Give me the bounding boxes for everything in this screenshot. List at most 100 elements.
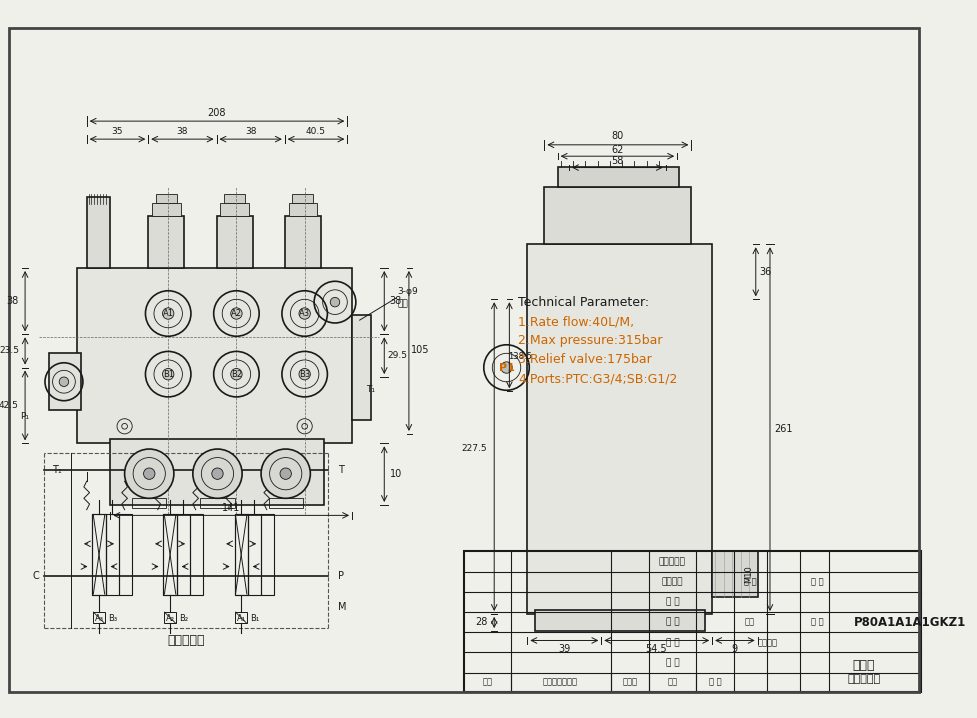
Text: Technical Parameter:: Technical Parameter:: [518, 297, 649, 309]
Text: 261: 261: [773, 424, 791, 434]
Text: B₁: B₁: [249, 614, 259, 623]
Bar: [164, 612, 176, 623]
Text: 3-φ9: 3-φ9: [397, 287, 418, 297]
Bar: [234, 514, 247, 595]
Text: 更改人: 更改人: [621, 678, 637, 686]
Circle shape: [261, 449, 310, 498]
Text: 62: 62: [611, 144, 623, 154]
Text: 设 计: 设 计: [665, 658, 678, 667]
Circle shape: [299, 368, 310, 380]
Text: 液压原理图: 液压原理图: [167, 634, 205, 647]
Text: 制 图: 制 图: [665, 638, 678, 647]
Bar: [292, 194, 313, 202]
Text: 10: 10: [389, 469, 402, 479]
Bar: [247, 514, 261, 595]
Text: P1: P1: [498, 363, 514, 373]
Bar: [284, 216, 320, 268]
Text: M: M: [337, 602, 346, 612]
Bar: [155, 194, 177, 202]
Circle shape: [162, 368, 174, 380]
Bar: [87, 197, 110, 268]
Text: 9: 9: [731, 644, 738, 654]
Bar: [527, 244, 711, 614]
Text: 42.5: 42.5: [0, 401, 19, 410]
Bar: [163, 514, 177, 595]
Bar: [49, 353, 81, 410]
Text: 29.5: 29.5: [387, 350, 407, 360]
Bar: [200, 498, 234, 508]
Text: 28: 28: [475, 617, 488, 628]
Bar: [711, 551, 757, 597]
Text: A3: A3: [299, 309, 310, 318]
Text: 比 例: 比 例: [810, 617, 823, 627]
Text: 54.5: 54.5: [645, 644, 666, 654]
Text: 227.5: 227.5: [461, 444, 487, 452]
Text: A1: A1: [162, 309, 174, 318]
Text: T: T: [337, 465, 343, 475]
Text: 标准化检查: 标准化检查: [658, 557, 685, 566]
Text: 更改内容或原因: 更改内容或原因: [542, 678, 577, 686]
Circle shape: [299, 308, 310, 320]
Circle shape: [124, 449, 174, 498]
Bar: [261, 514, 275, 595]
Text: 多路阀: 多路阀: [852, 658, 874, 671]
Text: T₁: T₁: [52, 465, 62, 475]
Circle shape: [279, 468, 291, 480]
Text: 36: 36: [758, 267, 771, 277]
Text: 208: 208: [207, 108, 226, 118]
Bar: [92, 514, 106, 595]
Text: A₃: A₃: [95, 614, 104, 623]
Text: P80A1A1A1GKZ1: P80A1A1A1GKZ1: [854, 615, 965, 629]
Text: 3.Relief valve:175bar: 3.Relief valve:175bar: [518, 353, 651, 366]
Text: 第 责: 第 责: [810, 577, 823, 586]
Text: 35: 35: [111, 127, 123, 136]
Bar: [234, 514, 247, 595]
Bar: [544, 187, 691, 244]
Text: 描 图: 描 图: [665, 617, 678, 627]
Text: 38: 38: [244, 127, 256, 136]
Text: B₃: B₃: [107, 614, 116, 623]
Bar: [93, 612, 105, 623]
Text: 外型尺寸图: 外型尺寸图: [846, 674, 879, 684]
Bar: [534, 610, 703, 631]
Bar: [269, 498, 303, 508]
Text: 39: 39: [558, 644, 570, 654]
Bar: [216, 216, 252, 268]
Bar: [177, 514, 190, 595]
Text: A2: A2: [231, 309, 241, 318]
Bar: [463, 551, 919, 691]
Text: B2: B2: [231, 370, 241, 378]
Circle shape: [144, 468, 154, 480]
Bar: [77, 268, 352, 443]
Text: 共 责: 共 责: [743, 577, 755, 586]
Text: 40.5: 40.5: [306, 127, 325, 136]
Bar: [132, 498, 166, 508]
Circle shape: [162, 308, 174, 320]
Text: B₂: B₂: [179, 614, 188, 623]
Bar: [224, 194, 244, 202]
Text: 2.Max pressure:315bar: 2.Max pressure:315bar: [518, 335, 661, 348]
Text: T₁: T₁: [366, 385, 375, 394]
Text: 工艺检查: 工艺检查: [661, 577, 682, 586]
Text: 38: 38: [7, 297, 19, 306]
Text: P₁: P₁: [21, 412, 29, 421]
Circle shape: [60, 377, 68, 386]
Circle shape: [231, 368, 242, 380]
Text: 图样标记: 图样标记: [756, 638, 777, 647]
Text: 标记: 标记: [482, 678, 492, 686]
Circle shape: [192, 449, 242, 498]
Text: 审 批: 审 批: [708, 678, 721, 686]
Text: 58: 58: [611, 156, 623, 166]
Bar: [110, 439, 323, 505]
Circle shape: [212, 468, 223, 480]
Text: 138.5: 138.5: [507, 352, 531, 360]
Bar: [163, 514, 177, 595]
Text: 105: 105: [410, 345, 429, 355]
Bar: [220, 202, 248, 216]
Bar: [106, 514, 119, 595]
Circle shape: [231, 308, 242, 320]
Bar: [92, 514, 106, 595]
Text: P: P: [337, 571, 344, 581]
Text: M10: M10: [743, 565, 752, 583]
Bar: [119, 514, 132, 595]
